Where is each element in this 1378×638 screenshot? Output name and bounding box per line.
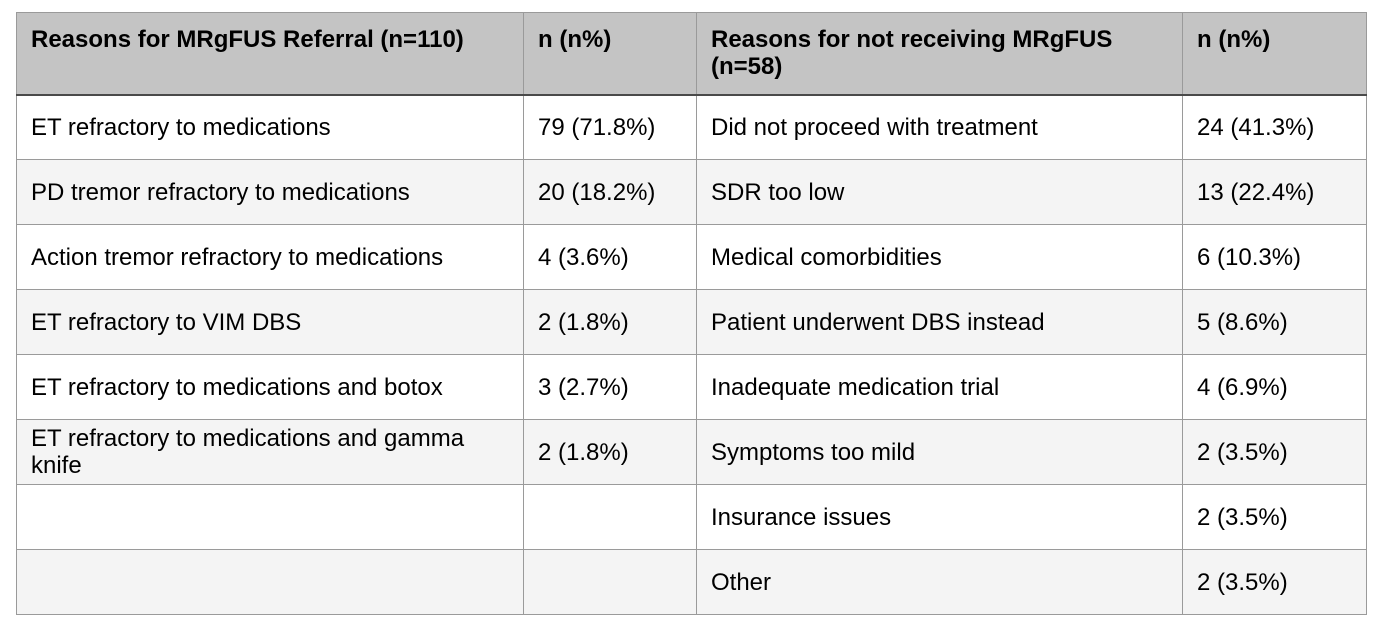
not-receiving-reason-cell: Patient underwent DBS instead <box>696 289 1183 355</box>
not-receiving-count-cell: 2 (3.5%) <box>1182 419 1367 485</box>
not-receiving-count-cell: 5 (8.6%) <box>1182 289 1367 355</box>
not-receiving-reason-cell: Inadequate medication trial <box>696 354 1183 420</box>
table-row: Action tremor refractory to medications 4… <box>16 224 1367 290</box>
header-referral-reasons: Reasons for MRgFUS Referral (n=110) <box>16 12 524 96</box>
table-body: ET refractory to medications 79 (71.8%) Di… <box>16 94 1367 615</box>
not-receiving-count-cell: 24 (41.3%) <box>1182 94 1367 160</box>
not-receiving-reason-cell: Other <box>696 549 1183 615</box>
table-row: ET refractory to medications 79 (71.8%) Di… <box>16 94 1367 160</box>
table-row: PD tremor refractory to medications 20 (1… <box>16 159 1367 225</box>
referral-count-cell <box>523 484 697 550</box>
table-row: ET refractory to VIM DBS 2 (1.8%) Patient … <box>16 289 1367 355</box>
referral-count-cell: 2 (1.8%) <box>523 419 697 485</box>
header-referral-count: n (n%) <box>523 12 697 96</box>
not-receiving-count-cell: 2 (3.5%) <box>1182 484 1367 550</box>
not-receiving-reason-cell: Insurance issues <box>696 484 1183 550</box>
header-not-receiving-reasons: Reasons for not receiving MRgFUS (n=58) <box>696 12 1183 96</box>
referral-reason-cell: ET refractory to medications and gamma k… <box>16 419 524 485</box>
referral-reason-cell: ET refractory to VIM DBS <box>16 289 524 355</box>
referral-reason-cell: ET refractory to medications <box>16 94 524 160</box>
referral-count-cell <box>523 549 697 615</box>
table-row: Insurance issues 2 (3.5%) <box>16 484 1367 550</box>
referral-reason-cell: PD tremor refractory to medications <box>16 159 524 225</box>
referral-reason-cell: ET refractory to medications and botox <box>16 354 524 420</box>
not-receiving-reason-cell: Symptoms too mild <box>696 419 1183 485</box>
table-row: ET refractory to medications and botox 3 … <box>16 354 1367 420</box>
referral-reason-cell: Action tremor refractory to medications <box>16 224 524 290</box>
header-not-receiving-count: n (n%) <box>1182 12 1367 96</box>
not-receiving-count-cell: 13 (22.4%) <box>1182 159 1367 225</box>
referral-count-cell: 20 (18.2%) <box>523 159 697 225</box>
header-row: Reasons for MRgFUS Referral (n=110) n (n… <box>16 12 1367 96</box>
not-receiving-count-cell: 6 (10.3%) <box>1182 224 1367 290</box>
referral-count-cell: 2 (1.8%) <box>523 289 697 355</box>
referral-reason-cell <box>16 549 524 615</box>
referral-reason-cell <box>16 484 524 550</box>
not-receiving-count-cell: 4 (6.9%) <box>1182 354 1367 420</box>
not-receiving-reason-cell: Did not proceed with treatment <box>696 94 1183 160</box>
referral-count-cell: 79 (71.8%) <box>523 94 697 160</box>
referral-table: Reasons for MRgFUS Referral (n=110) n (n… <box>16 12 1367 615</box>
not-receiving-reason-cell: Medical comorbidities <box>696 224 1183 290</box>
table-row: ET refractory to medications and gamma k… <box>16 419 1367 485</box>
not-receiving-reason-cell: SDR too low <box>696 159 1183 225</box>
referral-count-cell: 4 (3.6%) <box>523 224 697 290</box>
table-header: Reasons for MRgFUS Referral (n=110) n (n… <box>16 12 1367 96</box>
not-receiving-count-cell: 2 (3.5%) <box>1182 549 1367 615</box>
table-row: Other 2 (3.5%) <box>16 549 1367 615</box>
referral-count-cell: 3 (2.7%) <box>523 354 697 420</box>
